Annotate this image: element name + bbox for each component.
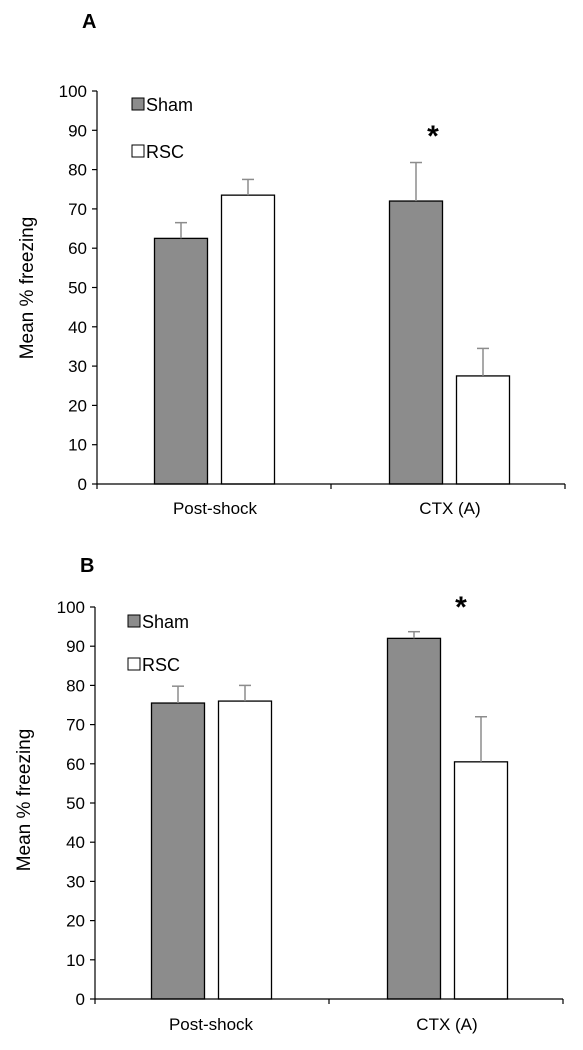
bar-sham-ctx-a [388, 200, 444, 485]
y-axis-title: Mean % freezing [14, 729, 35, 872]
x-tick-label-post-shock: Post-shock [173, 499, 258, 518]
y-tick-label: 20 [68, 396, 87, 415]
bar-rsc-ctx-a [455, 375, 511, 485]
bar-rsc-post-shock [217, 700, 273, 1000]
y-tick-label: 40 [68, 318, 87, 337]
legend-label-rsc: RSC [146, 142, 184, 162]
bars [153, 194, 511, 485]
legend-swatch-rsc [127, 657, 141, 671]
y-tick-label: 10 [66, 951, 85, 970]
legend-label-sham: Sham [146, 95, 193, 115]
error-bars [172, 630, 487, 762]
y-tick-label: 30 [68, 357, 87, 376]
significance-asterisk: * [455, 591, 467, 624]
bar-sham-post-shock [153, 237, 209, 485]
bar-rsc-post-shock [220, 194, 276, 485]
y-axis-title: Mean % freezing [17, 217, 38, 360]
y-tick-label: 70 [68, 200, 87, 219]
y-axis-ticks: 0 10 20 30 40 50 60 70 80 90 100 [57, 598, 95, 1009]
y-axis-ticks: 0 10 20 30 40 50 60 70 80 90 100 [59, 82, 97, 494]
bars [150, 637, 509, 1000]
y-tick-label: 80 [66, 676, 85, 695]
y-tick-label: 100 [59, 82, 87, 101]
y-tick-label: 20 [66, 912, 85, 931]
panel-label: B [80, 555, 94, 577]
legend-swatch-rsc [131, 144, 145, 158]
legend-swatch-sham [127, 614, 141, 628]
legend: Sham RSC [127, 612, 189, 675]
y-tick-label: 50 [68, 279, 87, 298]
y-tick-label: 80 [68, 161, 87, 180]
y-tick-label: 60 [66, 755, 85, 774]
bar-rsc-ctx-a [453, 761, 509, 1000]
legend-label-rsc: RSC [142, 655, 180, 675]
chart-panel-a: A Mean % freezing 0 10 20 30 40 50 60 70 80 90 100… [17, 11, 566, 518]
y-tick-label: 90 [68, 121, 87, 140]
legend-label-sham: Sham [142, 612, 189, 632]
y-tick-label: 50 [66, 794, 85, 813]
bar-sham-ctx-a [386, 637, 442, 1000]
legend: Sham RSC [131, 95, 193, 162]
chart-panel-b: B Mean % freezing 0 10 20 30 40 50 60 70 80 90 100… [14, 555, 564, 1034]
x-axis-ticks [96, 484, 566, 489]
y-tick-label: 10 [68, 436, 87, 455]
y-tick-label: 40 [66, 833, 85, 852]
x-tick-label-ctx-a: CTX (A) [419, 499, 480, 518]
y-tick-label: 90 [66, 637, 85, 656]
y-tick-label: 0 [76, 990, 85, 1009]
y-tick-label: 60 [68, 239, 87, 258]
y-tick-label: 100 [57, 598, 85, 617]
x-tick-label-ctx-a: CTX (A) [416, 1015, 477, 1034]
significance-asterisk: * [427, 120, 439, 153]
x-tick-label-post-shock: Post-shock [169, 1015, 254, 1034]
legend-swatch-sham [131, 97, 145, 111]
bar-sham-post-shock [150, 702, 206, 1000]
y-tick-label: 0 [78, 475, 87, 494]
y-tick-label: 30 [66, 872, 85, 891]
y-tick-label: 70 [66, 716, 85, 735]
x-axis-ticks [94, 999, 564, 1004]
panel-label: A [82, 11, 96, 33]
error-bars [175, 161, 489, 376]
